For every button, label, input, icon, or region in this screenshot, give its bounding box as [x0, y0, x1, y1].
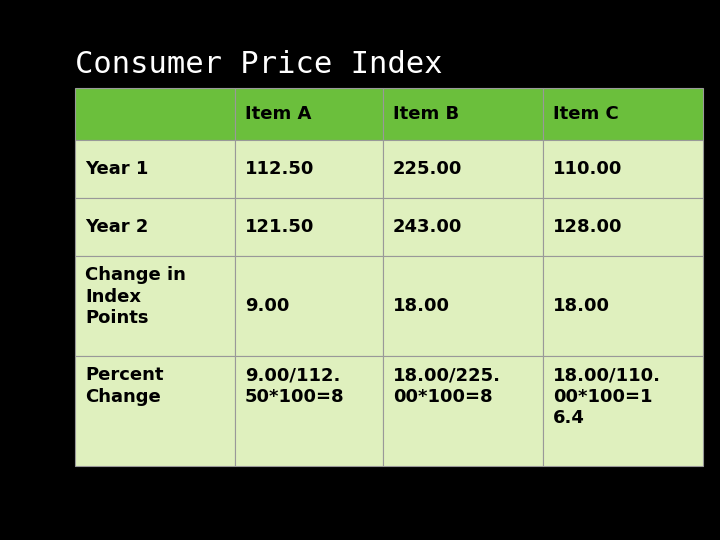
Text: 18.00/225.
00*100=8: 18.00/225. 00*100=8	[393, 366, 501, 406]
Text: Change in
Index
Points: Change in Index Points	[85, 266, 186, 327]
Bar	[75, 356, 235, 466]
Bar	[543, 256, 703, 356]
Text: 18.00/110.
00*100=1
6.4: 18.00/110. 00*100=1 6.4	[553, 366, 661, 427]
Bar	[75, 140, 235, 198]
Bar	[543, 356, 703, 466]
Text: Consumer Price Index: Consumer Price Index	[75, 50, 443, 79]
Bar	[75, 198, 235, 256]
Bar	[383, 140, 543, 198]
Bar	[543, 140, 703, 198]
Text: 128.00: 128.00	[553, 218, 623, 236]
Text: 9.00/112.
50*100=8: 9.00/112. 50*100=8	[245, 366, 345, 406]
Bar	[235, 88, 383, 140]
Text: Item B: Item B	[393, 105, 459, 123]
Bar	[383, 88, 543, 140]
Bar	[383, 356, 543, 466]
Bar	[75, 88, 235, 140]
Text: 112.50: 112.50	[245, 160, 315, 178]
Bar	[75, 256, 235, 356]
Text: 18.00: 18.00	[393, 297, 450, 315]
Text: 243.00: 243.00	[393, 218, 462, 236]
Bar	[543, 198, 703, 256]
Bar	[235, 198, 383, 256]
Bar	[383, 198, 543, 256]
Text: Item C: Item C	[553, 105, 618, 123]
Text: 121.50: 121.50	[245, 218, 315, 236]
Bar	[235, 356, 383, 466]
Text: 18.00: 18.00	[553, 297, 610, 315]
Text: 225.00: 225.00	[393, 160, 462, 178]
Bar	[543, 88, 703, 140]
Text: 110.00: 110.00	[553, 160, 622, 178]
Text: 9.00: 9.00	[245, 297, 289, 315]
Text: Item A: Item A	[245, 105, 311, 123]
Bar	[235, 140, 383, 198]
Bar	[383, 256, 543, 356]
Text: Year 2: Year 2	[85, 218, 148, 236]
Text: Year 1: Year 1	[85, 160, 148, 178]
Text: Percent
Change: Percent Change	[85, 366, 163, 406]
Bar	[235, 256, 383, 356]
